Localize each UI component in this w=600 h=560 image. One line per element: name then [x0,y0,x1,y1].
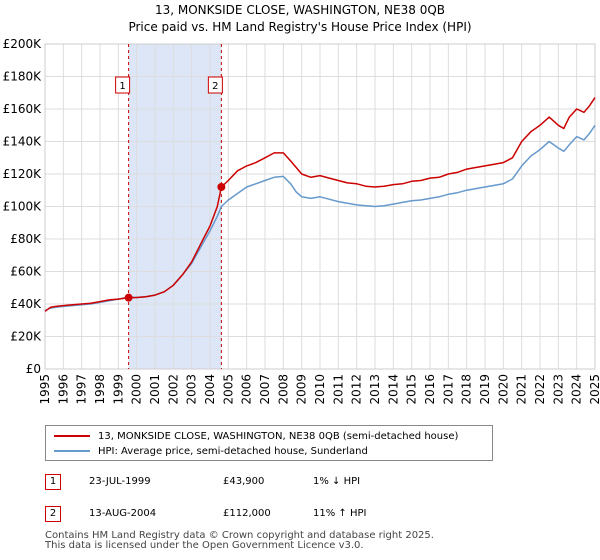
sale-point [217,183,226,191]
transaction-badge: 1 [45,474,61,490]
x-tick-label: 1997 [75,374,89,405]
x-tick-label: 2021 [515,374,529,405]
x-tick-label: 2010 [313,374,327,405]
title-line-1: 13, MONKSIDE CLOSE, WASHINGTON, NE38 0QB [154,3,446,17]
legend-label-property: 13, MONKSIDE CLOSE, WASHINGTON, NE38 0QB… [98,430,459,442]
x-tick-label: 2015 [405,374,419,405]
plot-border [44,43,596,370]
y-tick-label: £40K [10,297,42,311]
x-tick-label: 2019 [478,374,492,405]
x-tick-label: 2005 [221,374,235,405]
sale-label: 2 [212,81,218,92]
y-tick-label: £20K [10,330,42,344]
sale-label: 1 [119,81,125,92]
x-tick-label: 2020 [496,374,510,405]
x-tick-label: 2006 [240,374,254,405]
x-tick-label: 2009 [295,374,309,405]
x-tick-label: 2007 [258,374,272,405]
x-tick-label: 2022 [533,374,547,405]
transaction-price: £112,000 [223,508,271,519]
legend: 13, MONKSIDE CLOSE, WASHINGTON, NE38 0QB… [45,425,493,461]
x-tick-label: 2011 [331,374,345,405]
x-tick-label: 2018 [460,374,474,405]
footer-line-1: Contains HM Land Registry data © Crown c… [45,530,434,541]
x-tick-label: 2002 [166,374,180,405]
y-tick-label: £120K [3,167,43,181]
x-tick-label: 2000 [130,374,144,405]
price-chart: £0 £20K £40K £60K £80K £100K £120K £140K £160K £1… [3,37,600,405]
legend-swatch-property [54,435,90,437]
y-tick-label: £200K [3,37,43,51]
x-tick-label: 2014 [386,374,400,405]
y-tick-label: £140K [3,135,43,149]
transaction-hpi: 11% ↑ HPI [313,508,367,519]
x-tick-label: 2023 [551,374,565,405]
transaction-date: 13-AUG-2004 [89,508,157,519]
x-tick-label: 2001 [148,374,162,405]
y-tick-label: £180K [3,70,43,84]
y-tick-label: £60K [10,265,42,279]
y-tick-label: £80K [10,232,42,246]
series-line-property [44,97,596,312]
legend-label-hpi: HPI: Average price, semi-detached house,… [98,445,368,457]
x-tick-label: 1996 [56,374,70,405]
transaction-date: 23-JUL-1999 [89,476,151,487]
x-tick-label: 1999 [111,374,125,405]
x-tick-label: 2004 [203,374,217,405]
x-tick-label: 2008 [276,374,290,405]
transaction-badge: 2 [45,506,61,522]
legend-item-property: 13, MONKSIDE CLOSE, WASHINGTON, NE38 0QB… [54,429,458,443]
transaction-hpi: 1% ↓ HPI [313,476,361,487]
x-tick-label: 2016 [423,374,437,405]
x-tick-label: 2013 [368,374,382,405]
footer-line-2: This data is licensed under the Open Gov… [45,540,364,551]
y-tick-label: £0 [26,362,41,376]
footer: Contains HM Land Registry data © Crown c… [45,531,434,551]
x-tick-label: 1998 [93,374,107,405]
y-tick-label: £160K [3,102,43,116]
sale-point [124,293,133,302]
x-tick-label: 2025 [588,374,600,405]
x-tick-label: 2017 [441,374,455,405]
sale-label-box [115,76,131,94]
x-tick-label: 1995 [38,374,52,405]
x-tick-label: 2003 [185,374,199,405]
transaction-price: £43,900 [223,476,265,487]
x-tick-label: 2012 [350,374,364,405]
y-tick-label: £100K [3,200,43,214]
legend-item-hpi: HPI: Average price, semi-detached house,… [54,444,368,458]
x-tick-label: 2024 [570,374,584,405]
chart-title: 13, MONKSIDE CLOSE, WASHINGTON, NE38 0QB… [0,2,600,36]
legend-swatch-hpi [54,450,90,452]
title-line-2: Price paid vs. HM Land Registry's House … [128,20,472,34]
sale-label-box [207,76,223,94]
